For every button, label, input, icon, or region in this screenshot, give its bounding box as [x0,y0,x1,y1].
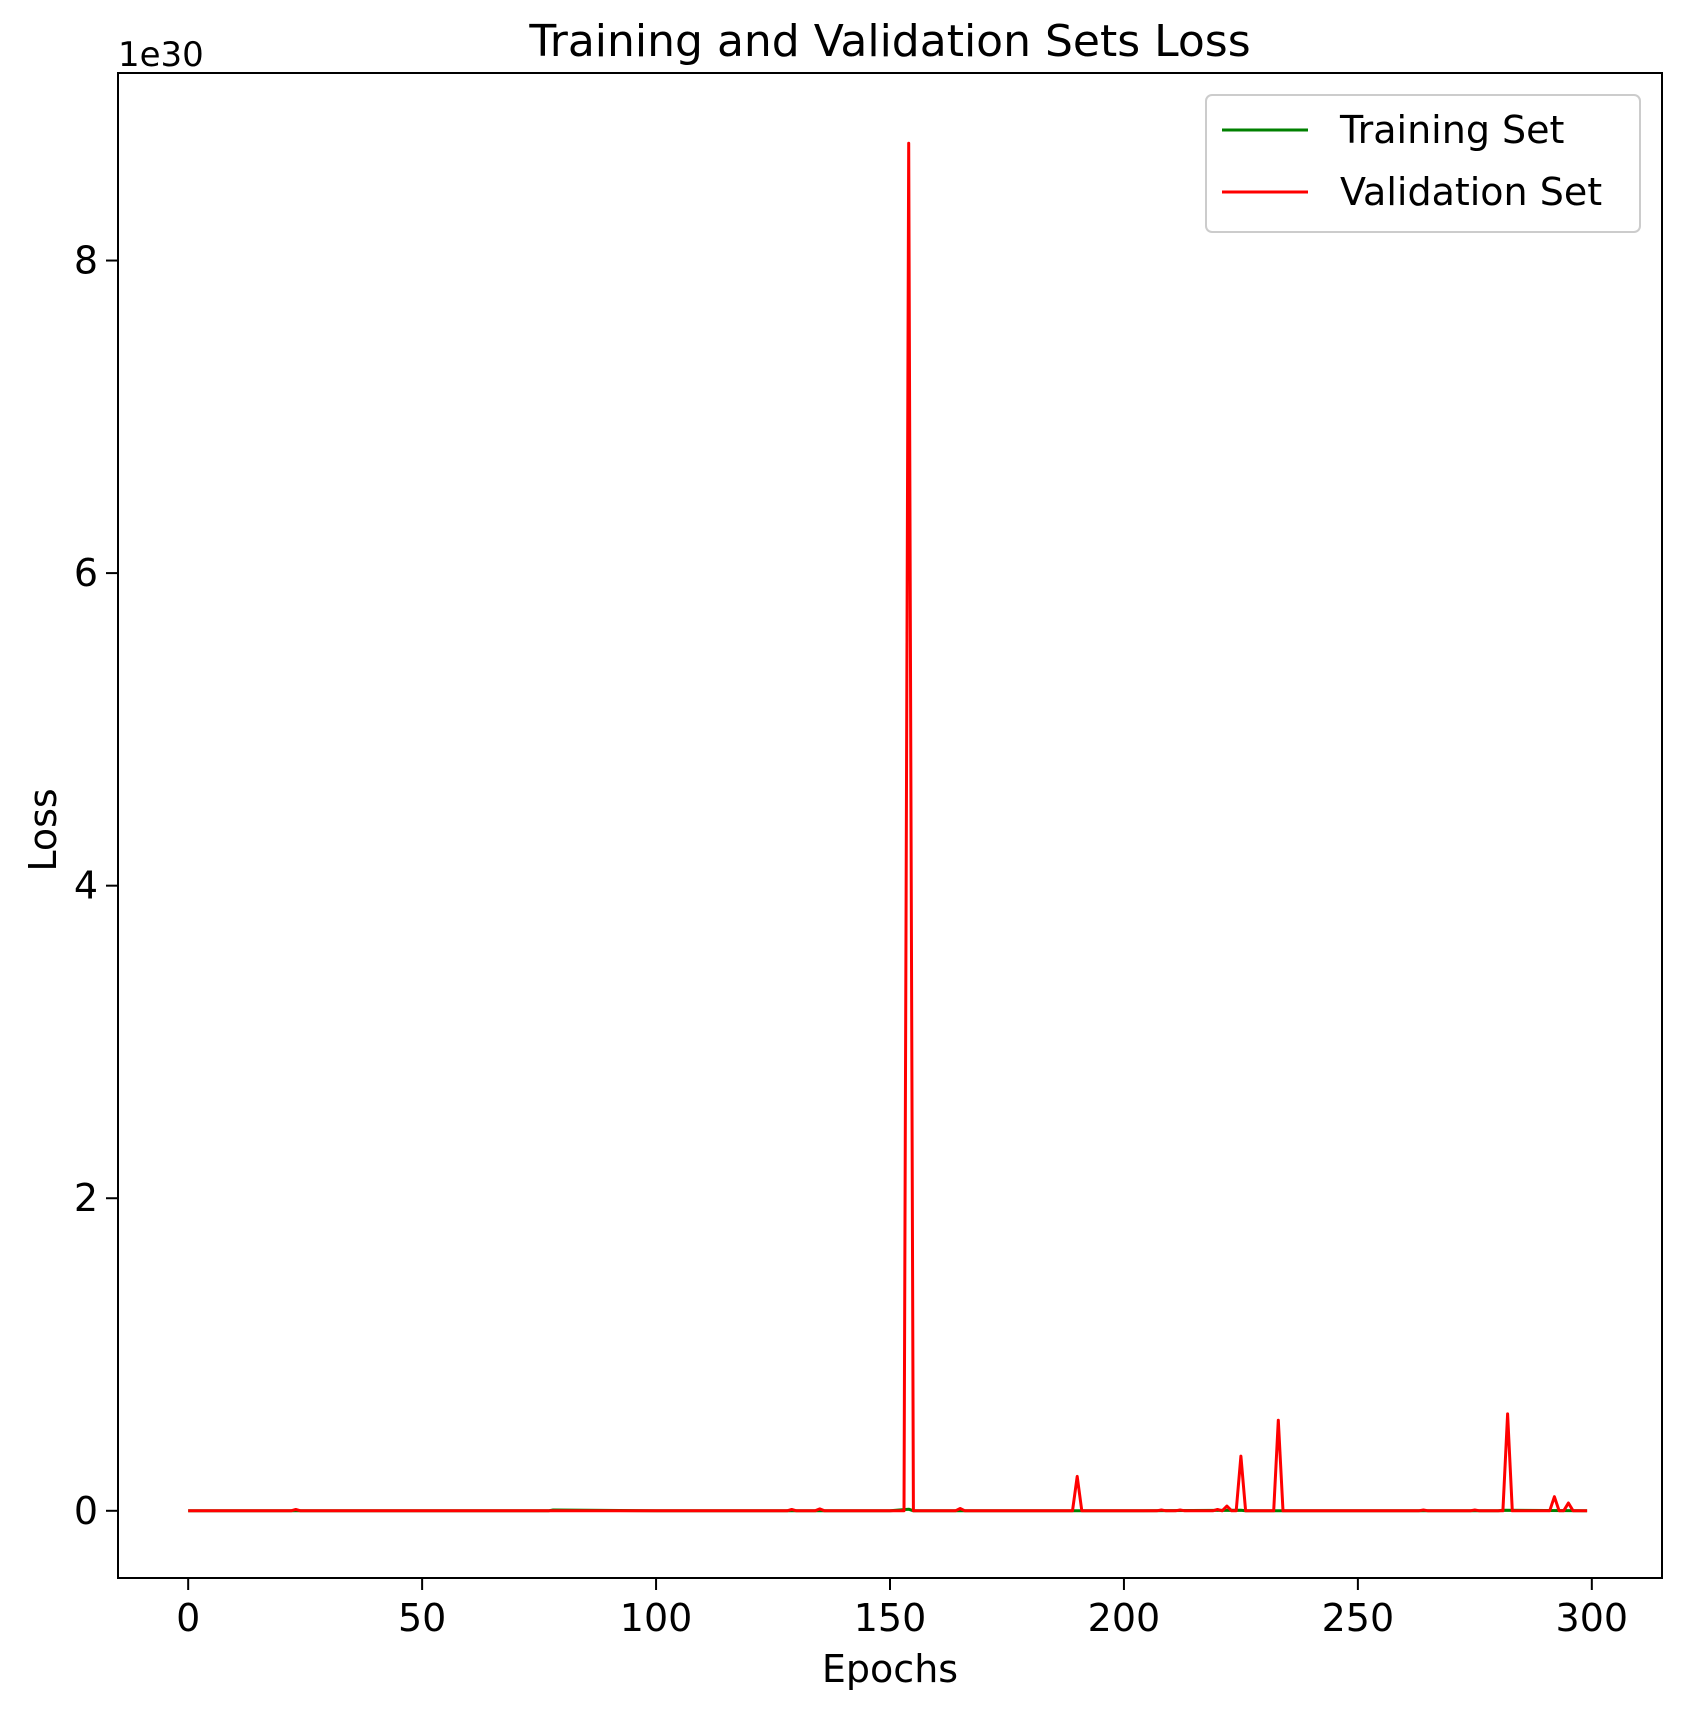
validation-set-line [188,141,1588,1513]
chart-title: Training and Validation Sets Loss [528,16,1250,67]
x-tick-label: 100 [620,1596,693,1640]
y-tick-label: 4 [74,864,98,908]
legend-box [1205,94,1641,233]
x-axis: 0 50 100 150 200 250 300 [176,1578,1628,1640]
legend-label-validation: Validation Set [1340,170,1602,214]
x-tick-label: 50 [398,1596,446,1640]
x-tick-label: 0 [176,1596,200,1640]
y-tick-label: 2 [74,1176,98,1220]
plot-area [117,72,1663,1579]
legend: Training Set Validation Set [1205,94,1641,233]
x-tick-label: 150 [854,1596,927,1640]
y-axis-label: Loss [21,788,65,871]
x-tick-label: 300 [1556,1596,1629,1640]
x-tick-label: 200 [1088,1596,1161,1640]
y-offset-label: 1e30 [118,35,204,75]
y-tick-label: 8 [74,239,98,283]
series-layer [188,141,1588,1513]
x-tick-label: 250 [1322,1596,1395,1640]
y-tick-label: 6 [74,551,98,595]
y-axis: 0 2 4 6 8 [74,239,118,1533]
x-axis-label: Epochs [822,1647,958,1691]
legend-label-training: Training Set [1339,108,1564,152]
y-tick-label: 0 [74,1489,98,1533]
